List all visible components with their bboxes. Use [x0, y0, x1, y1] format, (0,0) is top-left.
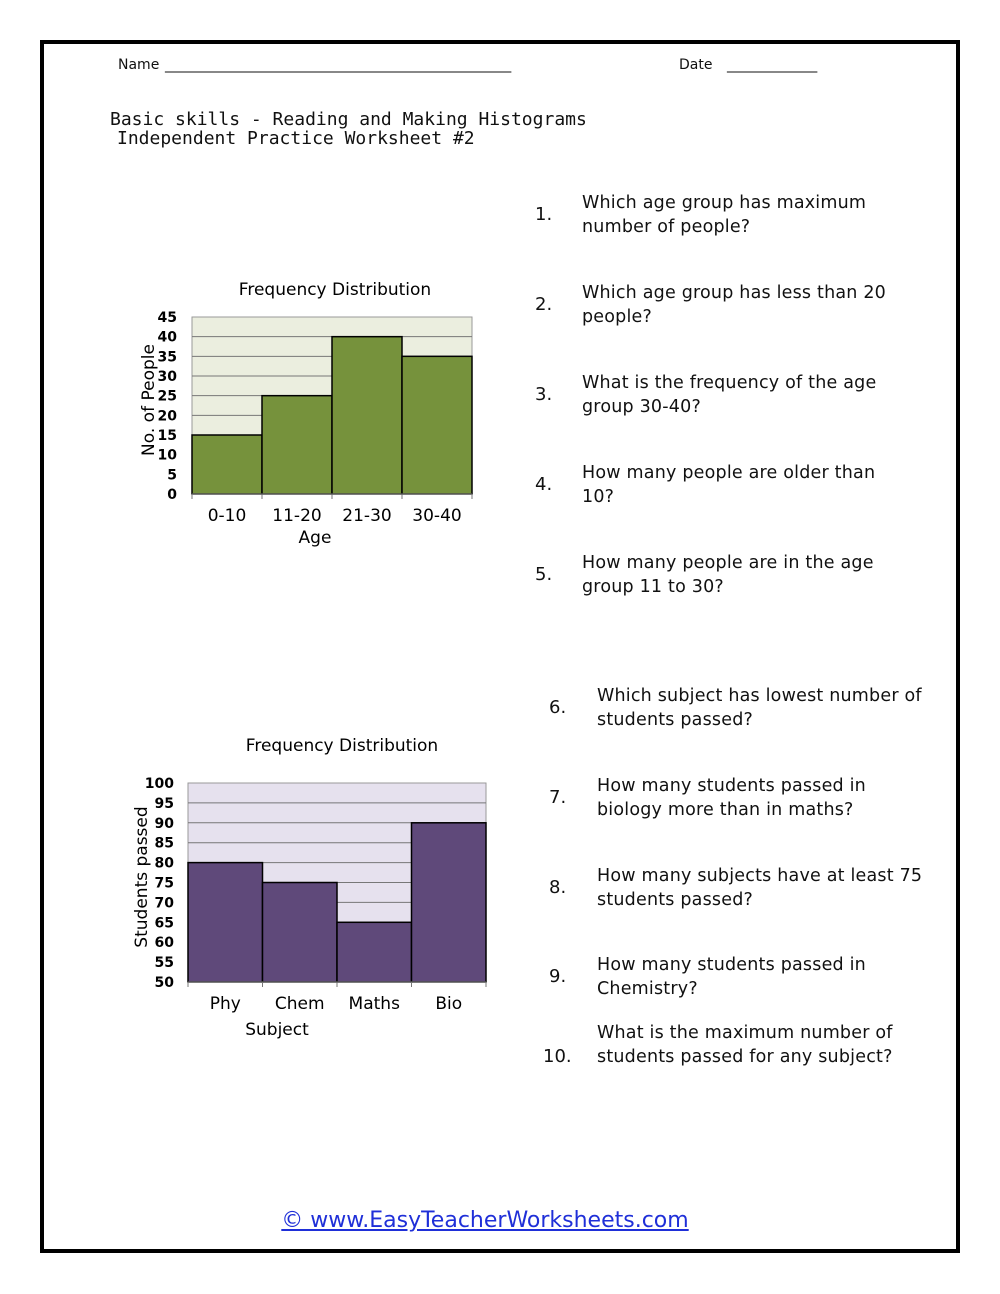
chart-title: Frequency Distribution: [246, 736, 438, 756]
histogram-bar: [410, 822, 487, 983]
y-tick-label: 45: [158, 310, 177, 326]
y-tick-label: 0: [167, 487, 177, 503]
question-text: How many people are in the age group 11 …: [582, 553, 874, 597]
x-tick-label: 0-10: [208, 506, 247, 526]
question-text: How many people are older than 10?: [582, 463, 876, 507]
footer-link[interactable]: © www.EasyTeacherWorksheets.com: [281, 1208, 689, 1233]
y-tick-label: 20: [158, 408, 178, 424]
worksheet-title: Basic skills - Reading and Making Histog…: [110, 109, 587, 130]
question-number: 4.: [535, 474, 553, 495]
histogram-bar: [336, 921, 413, 983]
question-number: 3.: [535, 384, 553, 405]
question-text: How many students passed in Chemistry?: [597, 955, 866, 999]
question-text: What is the frequency of the age group 3…: [582, 373, 877, 417]
name-field[interactable]: ________________________________________…: [165, 57, 511, 73]
y-tick-label: 80: [155, 856, 175, 872]
x-tick-label: Chem: [275, 994, 325, 1014]
histogram-bar: [261, 394, 333, 495]
question-number: 7.: [549, 787, 567, 808]
date-field[interactable]: ______________: [727, 57, 817, 73]
question-number: 10.: [543, 1046, 572, 1067]
name-label: Name: [118, 57, 160, 73]
y-tick-label: 60: [155, 935, 175, 951]
y-tick-label: 65: [155, 915, 174, 931]
histogram-bar: [331, 335, 403, 495]
x-tick-label: 11-20: [272, 506, 321, 526]
y-tick-label: 15: [158, 428, 177, 444]
x-tick-label: Phy: [210, 994, 241, 1014]
x-tick-label: Bio: [435, 994, 462, 1014]
question-number: 9.: [549, 966, 567, 987]
question-text: How many subjects have at least 75 stude…: [597, 866, 923, 910]
question-number: 6.: [549, 697, 567, 718]
question-text: Which age group has maximum number of pe…: [582, 193, 867, 237]
y-tick-label: 30: [158, 369, 178, 385]
x-tick-label: Maths: [349, 994, 401, 1014]
question-text: What is the maximum number of students p…: [597, 1023, 893, 1067]
question-text: Which subject has lowest number of stude…: [597, 686, 922, 730]
y-tick-label: 55: [155, 955, 174, 971]
question-number: 5.: [535, 564, 553, 585]
histogram-bar: [261, 881, 338, 983]
y-tick-label: 95: [155, 796, 174, 812]
y-tick-label: 10: [158, 448, 178, 464]
histogram-bar: [191, 434, 263, 495]
x-tick-label: 21-30: [342, 506, 391, 526]
y-tick-label: 85: [155, 836, 174, 852]
x-axis-title: Age: [299, 528, 332, 548]
y-tick-label: 40: [158, 330, 178, 346]
worksheet-subtitle: Independent Practice Worksheet #2: [117, 128, 475, 149]
y-tick-label: 100: [145, 776, 174, 792]
date-label: Date: [679, 57, 713, 73]
histogram-bar: [187, 861, 264, 983]
y-tick-label: 75: [155, 876, 174, 892]
y-axis-title: No. of People: [139, 344, 159, 456]
y-tick-label: 90: [155, 816, 175, 832]
question-number: 2.: [535, 294, 553, 315]
question-text: Which age group has less than 20 people?: [582, 283, 887, 327]
x-tick-label: 30-40: [412, 506, 461, 526]
y-axis-title: Students passed: [132, 806, 152, 947]
y-tick-label: 50: [155, 975, 175, 991]
question-text: How many students passed in biology more…: [597, 776, 866, 820]
worksheet-border: [40, 40, 960, 1253]
histogram-bar: [401, 355, 473, 495]
y-tick-label: 35: [158, 349, 177, 365]
y-tick-label: 70: [155, 895, 175, 911]
question-number: 8.: [549, 877, 567, 898]
x-axis-title: Subject: [245, 1020, 309, 1040]
question-number: 1.: [535, 204, 553, 225]
y-tick-label: 5: [167, 467, 177, 483]
y-tick-label: 25: [158, 389, 177, 405]
chart-title: Frequency Distribution: [239, 280, 431, 300]
